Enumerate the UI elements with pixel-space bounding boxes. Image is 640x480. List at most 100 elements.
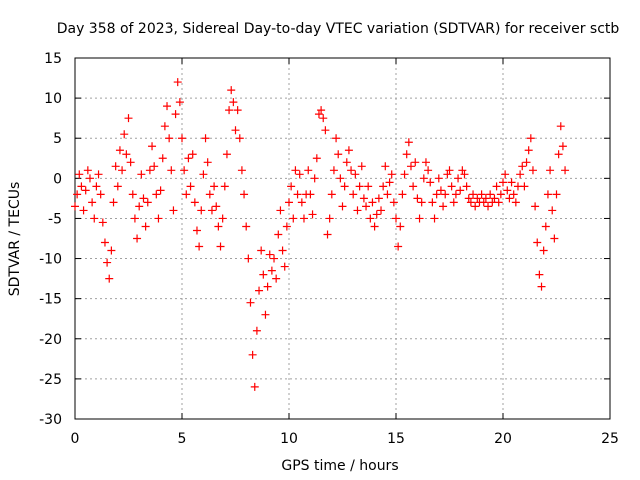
y-tick-label: -5: [48, 211, 62, 227]
plot-area-border: [74, 57, 611, 420]
grid-lines: [75, 58, 610, 419]
data-point: [199, 170, 208, 179]
data-point: [558, 142, 567, 151]
data-point: [445, 166, 454, 175]
data-point: [103, 258, 112, 267]
data-point: [481, 194, 490, 203]
x-tick-label: 15: [387, 431, 405, 447]
data-point: [413, 194, 422, 203]
data-point: [477, 190, 486, 199]
data-point: [359, 194, 368, 203]
data-point: [415, 214, 424, 223]
data-point: [265, 250, 274, 259]
data-point: [216, 242, 225, 251]
data-point: [143, 198, 152, 207]
data-point: [218, 214, 227, 223]
data-point: [163, 102, 172, 111]
data-point: [90, 214, 99, 223]
y-axis-title: SDTVAR / TECUs: [7, 182, 23, 297]
data-point: [182, 190, 191, 199]
x-tick-label: 25: [601, 431, 619, 447]
data-point: [310, 174, 319, 183]
data-point: [237, 166, 246, 175]
data-point: [96, 190, 105, 199]
data-point: [75, 170, 84, 179]
data-point: [244, 254, 253, 263]
data-point: [314, 110, 323, 119]
data-point: [109, 198, 118, 207]
data-point: [299, 214, 308, 223]
data-point: [372, 210, 381, 219]
data-point: [387, 170, 396, 179]
data-point: [533, 238, 542, 247]
data-point: [554, 150, 563, 159]
data-point: [509, 190, 518, 199]
data-point: [88, 198, 97, 207]
data-point: [233, 106, 242, 115]
data-point: [188, 150, 197, 159]
data-point: [317, 106, 326, 115]
data-point: [561, 166, 570, 175]
data-point: [276, 206, 285, 215]
data-point: [120, 130, 129, 139]
data-point: [272, 274, 281, 283]
data-point: [537, 282, 546, 291]
data-point: [186, 182, 195, 191]
data-point: [499, 178, 507, 187]
data-point: [111, 162, 120, 171]
y-tick-label: -10: [39, 252, 62, 268]
data-point: [411, 158, 420, 167]
data-point: [479, 198, 488, 207]
data-point: [295, 170, 304, 179]
x-tick-label: 0: [71, 431, 80, 447]
data-point: [263, 282, 272, 291]
data-point: [222, 150, 231, 159]
data-point: [154, 214, 163, 223]
data-point: [340, 182, 349, 191]
data-point: [135, 202, 144, 211]
data-point: [526, 134, 535, 143]
data-point: [332, 134, 341, 143]
data-point: [325, 214, 334, 223]
data-point: [201, 134, 210, 143]
data-point: [398, 190, 407, 199]
chart-title: Day 358 of 2023, Sidereal Day-to-day VTE…: [57, 21, 620, 37]
data-point: [287, 182, 296, 191]
data-point: [270, 254, 279, 263]
data-point: [220, 182, 229, 191]
y-tick-label: -20: [39, 332, 62, 348]
data-point: [150, 162, 159, 171]
data-point: [366, 214, 375, 223]
data-point: [447, 182, 456, 191]
data-point: [394, 242, 403, 251]
data-point: [389, 198, 398, 207]
data-point: [148, 142, 157, 151]
x-tick-label: 20: [494, 431, 512, 447]
y-tick-label: 0: [53, 171, 62, 187]
data-point: [184, 154, 193, 163]
data-point: [278, 246, 287, 255]
data-point: [192, 226, 201, 235]
data-point: [137, 170, 146, 179]
data-point: [250, 382, 259, 391]
y-tick-label: 5: [53, 131, 62, 147]
data-point: [539, 246, 548, 255]
data-point: [235, 134, 244, 143]
data-point: [246, 298, 255, 307]
data-point: [124, 114, 133, 123]
data-point: [293, 190, 302, 199]
data-point: [456, 186, 465, 195]
data-point: [248, 350, 257, 359]
data-point: [419, 174, 428, 183]
data-point: [197, 206, 206, 215]
data-point: [528, 166, 537, 175]
data-point: [255, 286, 264, 295]
data-point: [118, 166, 127, 175]
x-axis-title: GPS time / hours: [281, 458, 398, 474]
data-point: [242, 222, 251, 231]
data-point: [94, 170, 103, 179]
data-point: [520, 182, 529, 191]
data-point: [304, 166, 313, 175]
data-point: [396, 222, 405, 231]
